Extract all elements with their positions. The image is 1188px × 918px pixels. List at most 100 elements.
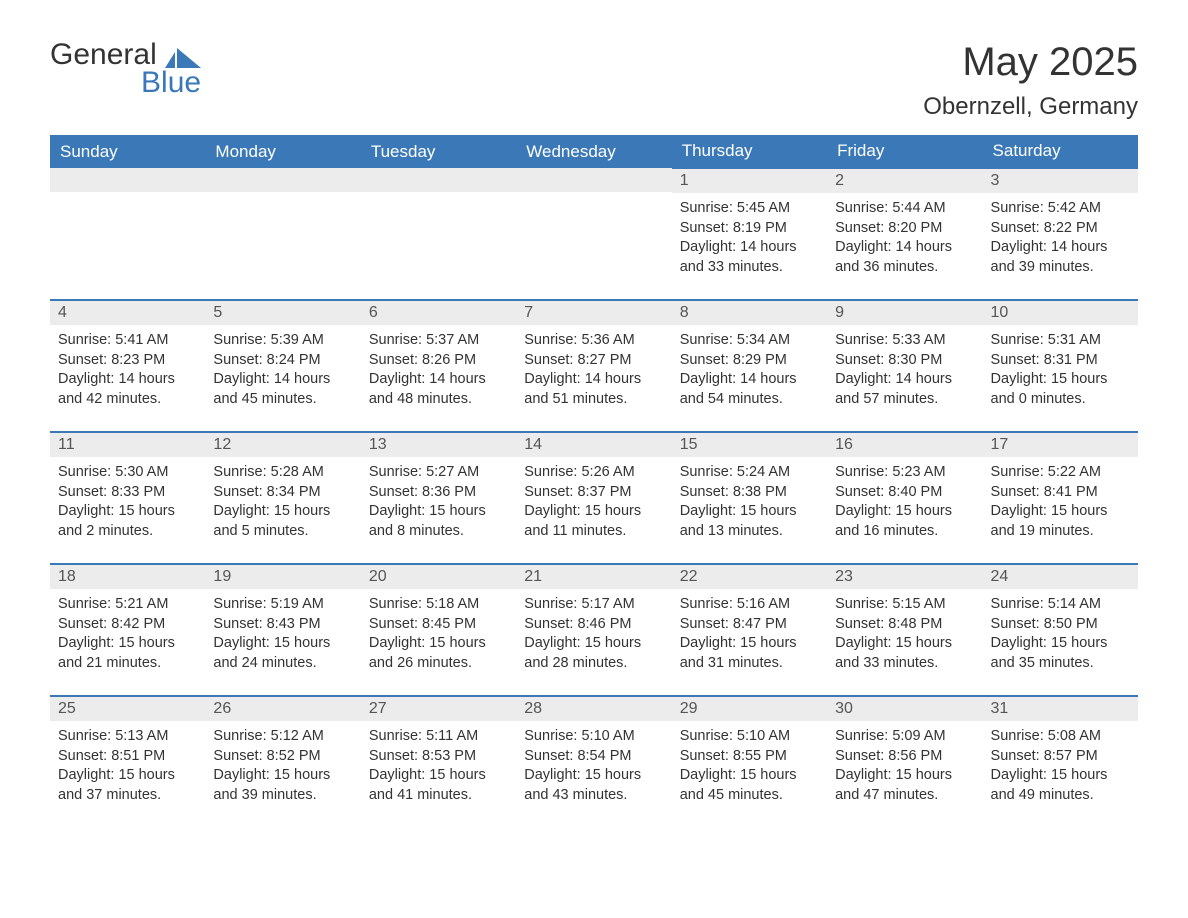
sunrise-line: Sunrise: 5:39 AM: [213, 331, 352, 351]
daylight-line: Daylight: 15 hours and 13 minutes.: [680, 502, 819, 541]
day-details: Sunrise: 5:27 AMSunset: 8:36 PMDaylight:…: [361, 457, 516, 547]
sunset-line: Sunset: 8:33 PM: [58, 483, 197, 503]
daylight-line: Daylight: 15 hours and 16 minutes.: [835, 502, 974, 541]
day-details: Sunrise: 5:30 AMSunset: 8:33 PMDaylight:…: [50, 457, 205, 547]
day-number: 13: [361, 433, 516, 457]
daylight-line: Daylight: 15 hours and 49 minutes.: [991, 766, 1130, 805]
day-details: Sunrise: 5:11 AMSunset: 8:53 PMDaylight:…: [361, 721, 516, 811]
sunrise-line: Sunrise: 5:13 AM: [58, 727, 197, 747]
sunrise-line: Sunrise: 5:30 AM: [58, 463, 197, 483]
daylight-line: Daylight: 14 hours and 54 minutes.: [680, 370, 819, 409]
calendar-day-cell: 31Sunrise: 5:08 AMSunset: 8:57 PMDayligh…: [983, 696, 1138, 828]
calendar-day-cell: 30Sunrise: 5:09 AMSunset: 8:56 PMDayligh…: [827, 696, 982, 828]
sunrise-line: Sunrise: 5:31 AM: [991, 331, 1130, 351]
calendar-day-cell: 8Sunrise: 5:34 AMSunset: 8:29 PMDaylight…: [672, 300, 827, 432]
daylight-line: Daylight: 14 hours and 39 minutes.: [991, 238, 1130, 277]
calendar-header-row: SundayMondayTuesdayWednesdayThursdayFrid…: [50, 135, 1138, 168]
day-number: 26: [205, 697, 360, 721]
calendar-week-row: 18Sunrise: 5:21 AMSunset: 8:42 PMDayligh…: [50, 564, 1138, 696]
title-block: May 2025 Obernzell, Germany: [923, 40, 1138, 127]
sunset-line: Sunset: 8:22 PM: [991, 219, 1130, 239]
day-details: Sunrise: 5:28 AMSunset: 8:34 PMDaylight:…: [205, 457, 360, 547]
daylight-line: Daylight: 15 hours and 8 minutes.: [369, 502, 508, 541]
sunset-line: Sunset: 8:38 PM: [680, 483, 819, 503]
sunset-line: Sunset: 8:48 PM: [835, 615, 974, 635]
sunset-line: Sunset: 8:50 PM: [991, 615, 1130, 635]
sunrise-line: Sunrise: 5:27 AM: [369, 463, 508, 483]
daylight-line: Daylight: 15 hours and 43 minutes.: [524, 766, 663, 805]
sunrise-line: Sunrise: 5:08 AM: [991, 727, 1130, 747]
day-number: 1: [672, 169, 827, 193]
calendar-empty-cell: [50, 168, 205, 300]
day-number: 27: [361, 697, 516, 721]
sunset-line: Sunset: 8:36 PM: [369, 483, 508, 503]
sunset-line: Sunset: 8:20 PM: [835, 219, 974, 239]
calendar-week-row: 25Sunrise: 5:13 AMSunset: 8:51 PMDayligh…: [50, 696, 1138, 828]
day-number: 11: [50, 433, 205, 457]
day-number: 2: [827, 169, 982, 193]
sunrise-line: Sunrise: 5:15 AM: [835, 595, 974, 615]
calendar-table: SundayMondayTuesdayWednesdayThursdayFrid…: [50, 135, 1138, 828]
header: General Blue May 2025 Obernzell, Germany: [50, 40, 1138, 127]
daylight-line: Daylight: 14 hours and 33 minutes.: [680, 238, 819, 277]
sunset-line: Sunset: 8:41 PM: [991, 483, 1130, 503]
sunset-line: Sunset: 8:19 PM: [680, 219, 819, 239]
day-number-empty: [361, 168, 516, 192]
sunrise-line: Sunrise: 5:12 AM: [213, 727, 352, 747]
calendar-day-cell: 13Sunrise: 5:27 AMSunset: 8:36 PMDayligh…: [361, 432, 516, 564]
daylight-line: Daylight: 15 hours and 19 minutes.: [991, 502, 1130, 541]
calendar-day-cell: 29Sunrise: 5:10 AMSunset: 8:55 PMDayligh…: [672, 696, 827, 828]
daylight-line: Daylight: 15 hours and 28 minutes.: [524, 634, 663, 673]
sunrise-line: Sunrise: 5:26 AM: [524, 463, 663, 483]
weekday-header: Wednesday: [516, 135, 671, 168]
day-details: Sunrise: 5:21 AMSunset: 8:42 PMDaylight:…: [50, 589, 205, 679]
day-number: 21: [516, 565, 671, 589]
sunrise-line: Sunrise: 5:18 AM: [369, 595, 508, 615]
day-number: 16: [827, 433, 982, 457]
calendar-day-cell: 10Sunrise: 5:31 AMSunset: 8:31 PMDayligh…: [983, 300, 1138, 432]
sunset-line: Sunset: 8:31 PM: [991, 351, 1130, 371]
calendar-day-cell: 19Sunrise: 5:19 AMSunset: 8:43 PMDayligh…: [205, 564, 360, 696]
sunset-line: Sunset: 8:56 PM: [835, 747, 974, 767]
sunrise-line: Sunrise: 5:10 AM: [680, 727, 819, 747]
day-number: 18: [50, 565, 205, 589]
day-number: 19: [205, 565, 360, 589]
calendar-day-cell: 16Sunrise: 5:23 AMSunset: 8:40 PMDayligh…: [827, 432, 982, 564]
calendar-day-cell: 3Sunrise: 5:42 AMSunset: 8:22 PMDaylight…: [983, 168, 1138, 300]
sunset-line: Sunset: 8:52 PM: [213, 747, 352, 767]
sunset-line: Sunset: 8:23 PM: [58, 351, 197, 371]
daylight-line: Daylight: 14 hours and 57 minutes.: [835, 370, 974, 409]
sunrise-line: Sunrise: 5:14 AM: [991, 595, 1130, 615]
calendar-day-cell: 11Sunrise: 5:30 AMSunset: 8:33 PMDayligh…: [50, 432, 205, 564]
day-details: Sunrise: 5:14 AMSunset: 8:50 PMDaylight:…: [983, 589, 1138, 679]
sunset-line: Sunset: 8:55 PM: [680, 747, 819, 767]
calendar-day-cell: 2Sunrise: 5:44 AMSunset: 8:20 PMDaylight…: [827, 168, 982, 300]
sunset-line: Sunset: 8:30 PM: [835, 351, 974, 371]
day-details: Sunrise: 5:36 AMSunset: 8:27 PMDaylight:…: [516, 325, 671, 415]
weekday-header: Thursday: [672, 135, 827, 168]
logo-flag-icon: [165, 44, 201, 68]
sunset-line: Sunset: 8:37 PM: [524, 483, 663, 503]
day-number: 3: [983, 169, 1138, 193]
day-details: Sunrise: 5:45 AMSunset: 8:19 PMDaylight:…: [672, 193, 827, 283]
daylight-line: Daylight: 14 hours and 45 minutes.: [213, 370, 352, 409]
day-details: Sunrise: 5:42 AMSunset: 8:22 PMDaylight:…: [983, 193, 1138, 283]
day-details: Sunrise: 5:37 AMSunset: 8:26 PMDaylight:…: [361, 325, 516, 415]
sunrise-line: Sunrise: 5:45 AM: [680, 199, 819, 219]
daylight-line: Daylight: 15 hours and 37 minutes.: [58, 766, 197, 805]
day-number: 7: [516, 301, 671, 325]
calendar-day-cell: 1Sunrise: 5:45 AMSunset: 8:19 PMDaylight…: [672, 168, 827, 300]
daylight-line: Daylight: 15 hours and 35 minutes.: [991, 634, 1130, 673]
daylight-line: Daylight: 15 hours and 2 minutes.: [58, 502, 197, 541]
calendar-empty-cell: [516, 168, 671, 300]
logo: General Blue: [50, 40, 201, 98]
calendar-day-cell: 26Sunrise: 5:12 AMSunset: 8:52 PMDayligh…: [205, 696, 360, 828]
day-details: Sunrise: 5:15 AMSunset: 8:48 PMDaylight:…: [827, 589, 982, 679]
calendar-day-cell: 7Sunrise: 5:36 AMSunset: 8:27 PMDaylight…: [516, 300, 671, 432]
month-title: May 2025: [923, 40, 1138, 85]
sunrise-line: Sunrise: 5:42 AM: [991, 199, 1130, 219]
calendar-day-cell: 5Sunrise: 5:39 AMSunset: 8:24 PMDaylight…: [205, 300, 360, 432]
day-number: 14: [516, 433, 671, 457]
calendar-week-row: 11Sunrise: 5:30 AMSunset: 8:33 PMDayligh…: [50, 432, 1138, 564]
sunset-line: Sunset: 8:43 PM: [213, 615, 352, 635]
